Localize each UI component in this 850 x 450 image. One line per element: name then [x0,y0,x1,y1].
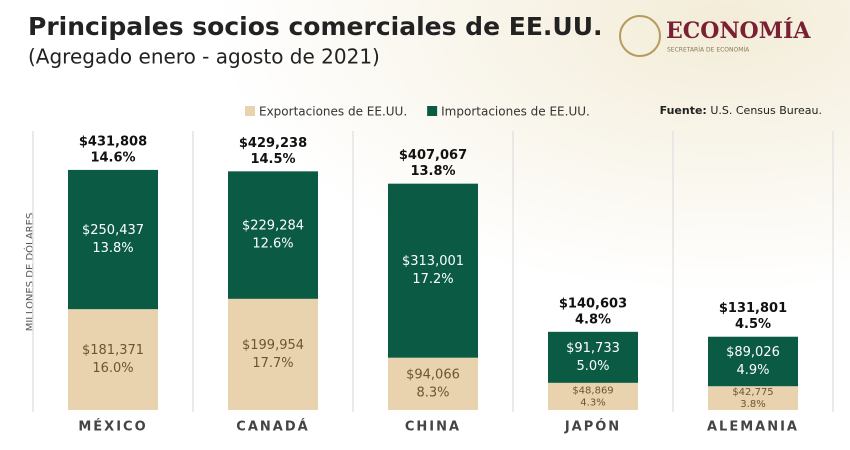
value-label: $89,026 [726,345,780,360]
share-label: 4.3% [580,397,605,408]
total-label: $131,801 [719,301,787,316]
total-share-label: 4.5% [735,317,771,332]
bar-segment [228,298,318,410]
share-label: 13.8% [92,241,133,256]
share-label: 12.6% [252,237,293,252]
total-share-label: 4.8% [575,312,611,327]
total-share-label: 13.8% [410,164,455,179]
bar-segment [68,309,158,410]
subtitle: (Agregado enero - agosto de 2021) [28,45,380,69]
x-tick-label: JAPÓN [564,419,621,435]
x-tick-label: MÉXICO [78,419,147,435]
bar-segment [708,386,798,410]
bar-segment [388,183,478,358]
share-label: 8.3% [416,385,449,400]
value-label: $313,001 [402,254,464,269]
legend-swatch [427,106,438,116]
source-text: U.S. Census Bureau. [710,104,822,117]
x-tick-label: CANADÁ [236,419,309,435]
x-tick-label: ALEMANIA [707,420,799,435]
value-label: $250,437 [82,223,144,238]
value-label: $229,284 [242,219,304,234]
bar-segment [548,331,638,383]
logo-seal [619,15,661,57]
logo: ECONOMÍA [666,17,811,44]
total-share-label: 14.5% [250,152,295,167]
total-label: $431,808 [79,134,147,149]
y-axis-label: MILLONES DE DÓLARES [23,213,36,332]
share-label: 17.7% [252,356,293,371]
value-label: $48,869 [572,385,613,396]
logo-sub: SECRETARÍA DE ECONOMÍA [667,47,750,54]
share-label: 17.2% [412,272,453,287]
title: Principales socios comerciales de EE.UU. [28,12,603,41]
value-label: $181,371 [82,343,144,358]
bar-segment [548,382,638,410]
legend-label: Importaciones de EE.UU. [441,105,590,119]
total-share-label: 14.6% [90,150,135,165]
value-label: $94,066 [406,367,460,382]
x-tick-label: CHINA [405,420,461,435]
bar-segment [708,336,798,387]
legend-label: Exportaciones de EE.UU. [259,105,407,119]
share-label: 3.8% [740,399,765,410]
total-label: $407,067 [399,148,467,163]
bar-segment [228,171,318,299]
value-label: $91,733 [566,341,620,356]
bar-segment [68,169,158,310]
share-label: 16.0% [92,361,133,376]
source-label: Fuente: [660,104,707,117]
total-label: $429,238 [239,136,307,151]
total-label: $140,603 [559,296,627,311]
value-label: $42,775 [732,387,773,398]
value-label: $199,954 [242,338,304,353]
source: Fuente: U.S. Census Bureau. [660,104,822,117]
share-label: 4.9% [736,363,769,378]
bar-segment [388,357,478,410]
legend-swatch [245,106,255,116]
share-label: 5.0% [576,359,609,374]
